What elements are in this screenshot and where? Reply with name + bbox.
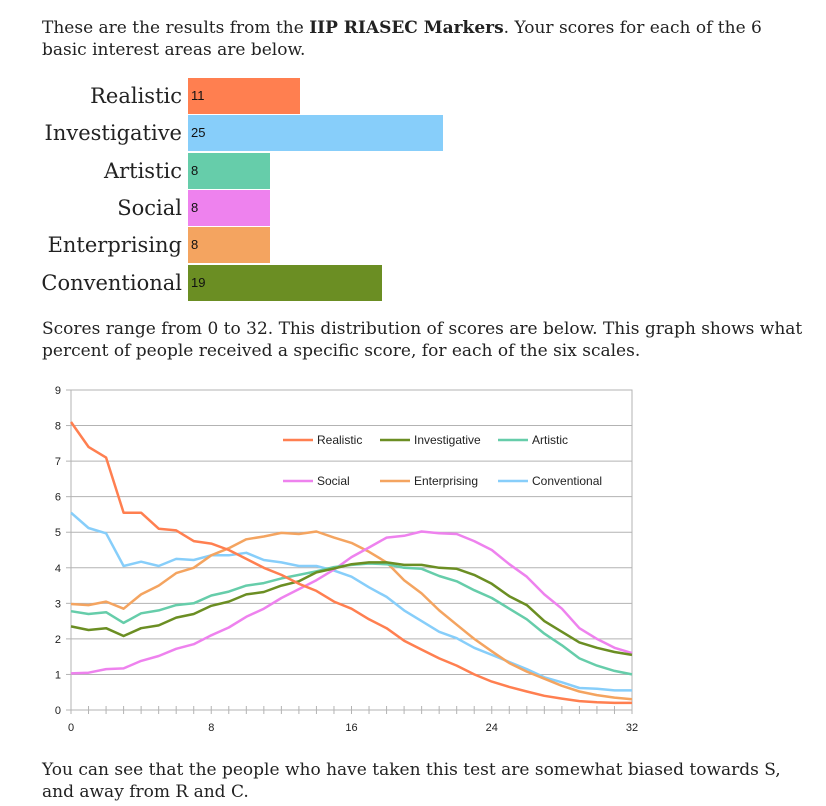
bar-value-realistic: 11 [191,88,205,103]
plot-area [70,389,633,711]
bar-row-realistic: Realistic 11 [0,78,826,114]
y-tick-label: 3 [55,598,61,610]
intro-text-start: These are the results from the [42,18,310,38]
bar-row-conventional: Conventional 19 [0,264,826,301]
x-tick-label: 24 [486,722,498,734]
series-line-investigative [70,561,633,657]
y-tick-label: 1 [55,669,61,681]
bar-value-social: 8 [191,199,199,215]
intro-text-end: . Your scores for each of the 6 basic in… [42,18,762,60]
legend-label-conventional: Conventional [532,474,602,488]
intro-text: These are the results from the IIP RIASE… [42,17,802,61]
bar-label-conventional: Conventional [41,270,182,295]
bar-label-realistic: Realistic [90,84,182,108]
y-tick-label: 7 [55,456,61,468]
bar-value-enterprising: 8 [191,237,199,253]
y-tick-label: 9 [55,385,61,397]
legend-label-enterprising: Enterprising [414,474,478,488]
bar-label-investigative: Investigative [44,121,182,146]
series-line-enterprising [70,530,633,701]
legend-label-investigative: Investigative [414,433,481,447]
bar-investigative [188,115,443,152]
series-line-conventional [70,511,632,692]
x-tick-label: 8 [208,722,214,734]
bar-row-investigative: Investigative 25 [0,115,826,152]
legend-label-artistic: Artistic [532,433,568,447]
y-tick-label: 5 [55,527,61,539]
bar-value-investigative: 25 [191,125,206,141]
bar-row-enterprising: Enterprising 8 [0,227,826,264]
bar-row-social: Social 8 [0,189,826,226]
y-tick-label: 8 [55,421,61,433]
bar-conventional [188,264,382,301]
test-name: IIP RIASEC Markers [309,18,504,38]
legend-label-realistic: Realistic [317,433,362,447]
score-distribution-chart: 0 1 2 3 4 5 6 7 8 9 0 8 16 24 32 Realistic Investigative… [55,385,638,734]
bar-artistic [188,152,270,189]
y-tick-label: 6 [55,492,61,504]
series-line-realistic [69,421,632,705]
x-tick-label: 32 [626,722,638,734]
bar-value-artistic: 8 [191,162,199,178]
y-tick-label: 4 [55,563,61,575]
bar-enterprising [188,227,270,264]
bar-realistic [188,78,301,114]
bar-social [188,189,270,226]
x-tick-label: 16 [345,722,357,734]
x-tick-label: 0 [68,722,74,734]
bar-label-enterprising: Enterprising [47,233,182,258]
legend-label-social: Social [317,474,350,488]
bar-label-social: Social [117,195,182,220]
bar-value-conventional: 19 [191,274,206,290]
conclusion-text: You can see that the people who have tak… [42,760,781,802]
y-tick-label: 0 [55,705,61,717]
range-text: Scores range from 0 to 32. This distribu… [42,319,803,361]
bar-label-artistic: Artistic [103,158,182,183]
bar-row-artistic: Artistic 8 [0,152,826,189]
y-tick-label: 2 [55,634,61,646]
series-line-social [70,530,633,675]
